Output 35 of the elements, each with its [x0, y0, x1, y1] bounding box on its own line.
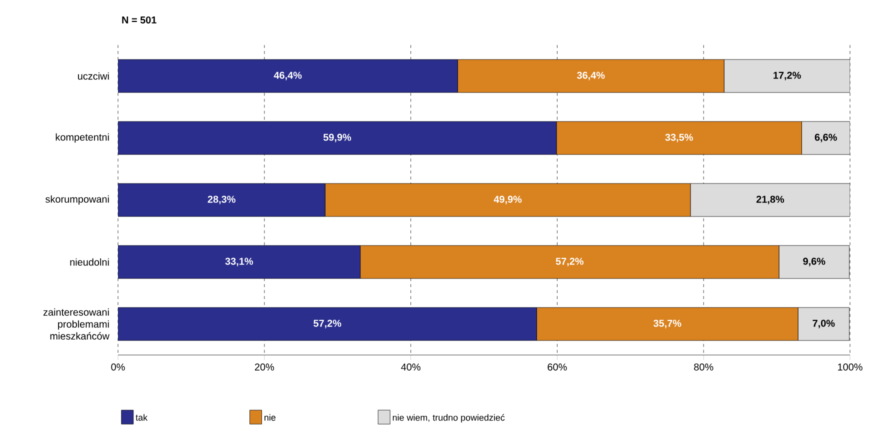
y-tick-label: skorumpowani [46, 195, 109, 205]
x-tick-label: 60% [548, 364, 567, 371]
bar [118, 307, 537, 341]
y-tick-label: nieudolni [70, 258, 109, 266]
data-label: 49,9% [494, 196, 522, 204]
chart-title: N = 501 [122, 16, 156, 24]
data-label: 33,1% [225, 258, 254, 266]
data-label: 9,6% [803, 258, 826, 266]
legend-label: nie [264, 414, 276, 421]
x-tick-label: 20% [254, 364, 274, 371]
bar [118, 183, 326, 217]
data-label: 21,8% [756, 196, 784, 204]
data-label: 57,2% [556, 258, 584, 266]
x-tick-label: 0% [111, 364, 125, 371]
bar [118, 121, 557, 155]
data-label: 7,0% [812, 320, 835, 328]
data-label: 46,4% [274, 72, 302, 80]
x-tick-label: 100% [838, 364, 862, 371]
y-tick-label: uczciwi [78, 72, 109, 80]
bar [118, 245, 360, 279]
data-label: 33,5% [665, 134, 693, 142]
legend-label: tak [136, 414, 148, 421]
bar [118, 59, 458, 93]
data-label: 59,9% [323, 134, 352, 142]
x-tick-label: 40% [401, 364, 420, 371]
data-label: 35,7% [653, 320, 682, 328]
x-tick-label: 80% [694, 364, 714, 371]
data-label: 6,6% [814, 134, 837, 142]
legend-label: nie wiem, trudno powiedzieć [392, 414, 505, 423]
data-label: 28,3% [208, 196, 236, 204]
data-label: 57,2% [314, 320, 342, 328]
y-tick-label: kompetentni [56, 133, 109, 143]
data-label: 17,2% [774, 72, 801, 80]
y-tick-label: zainteresowani problemami mieszkańców [43, 308, 110, 340]
data-label: 36,4% [576, 72, 605, 80]
